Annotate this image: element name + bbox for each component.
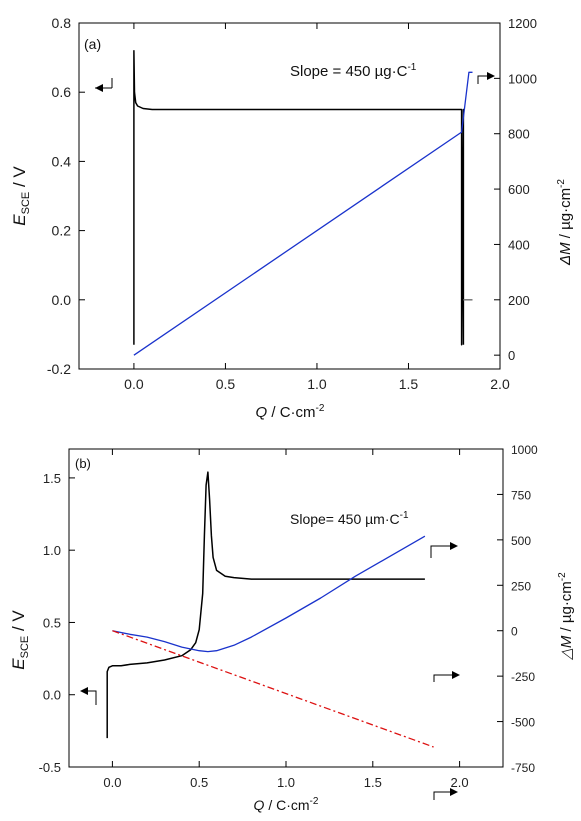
panel-b: (b) 0.0 0.5 1.0 1.5 2.0 -0.5 0.0 0.5 1.0 1.5 -750 -…: [9, 443, 575, 813]
ticks-a: 0.0 0.5 1.0 1.5 2.0 -0.2 0.0 0.2 0.4 0.6 0.8 0 200 40…: [47, 15, 537, 392]
y-right-tick-label-b: -500: [511, 716, 535, 730]
series-a: [133, 49, 473, 356]
x-axis-title-sup-a: -2: [316, 403, 325, 414]
right-axis-arrow-a: [477, 75, 490, 84]
y-left-title-rest-b: / V: [9, 610, 28, 636]
x-axis-title-b: Q / C·cm-2: [254, 796, 319, 813]
x-axis-title-rest-b: / C·cm: [264, 797, 309, 813]
left-axis-arrow-b: [82, 690, 97, 705]
y-left-title-rest-a: / V: [10, 166, 29, 192]
y-left-title-sub-a: SCE: [20, 192, 32, 215]
right-axis-arrowhead-b-bottom: [450, 788, 458, 796]
y-right-tick-label-a: 400: [508, 237, 530, 252]
slope-annotation-b: Slope= 450 µm·C-1: [290, 510, 409, 527]
left-axis-arrow-a: [95, 78, 113, 89]
y-left-axis-title-b: ESCE / V: [9, 610, 31, 670]
x-axis-title-rest-a: / C·cm: [267, 404, 315, 421]
y-right-tick-label-b: 500: [511, 534, 531, 548]
x-axis-title-a: Q / C·cm-2: [256, 403, 325, 421]
slope-annotation-a: Slope = 450 µg·C-1: [290, 62, 417, 80]
y-left-tick-label-a: 0.2: [52, 223, 72, 239]
plot-frame-a: [78, 22, 501, 370]
y-right-tick-label-b: 250: [511, 579, 531, 593]
left-axis-arrowhead-a: [95, 84, 103, 92]
right-axis-arrow-b-bottom: [433, 791, 452, 800]
panel-label-b: (b): [75, 456, 91, 471]
x-tick-label-b: 2.0: [451, 775, 469, 790]
y-left-tick-label-b: 1.5: [43, 471, 61, 486]
x-tick-label-a: 0.5: [216, 376, 236, 392]
plot-frame-b: [68, 448, 504, 768]
x-axis-title-sup-b: -2: [310, 796, 319, 807]
y-right-title-main-b: △M: [558, 635, 575, 661]
y-left-tick-label-b: 0.0: [43, 688, 61, 703]
series-b: [106, 471, 434, 748]
panel-label-a: (a): [84, 36, 101, 52]
x-tick-label-b: 0.0: [103, 775, 121, 790]
slope-sup-a: -1: [407, 62, 416, 73]
left-axis-arrowhead-b: [80, 687, 88, 695]
slope-text-b: Slope= 450 µm·C: [290, 511, 400, 527]
y-right-title-rest-a: / µg·cm: [557, 188, 574, 242]
x-tick-label-a: 1.0: [307, 376, 327, 392]
x-tick-label-a: 2.0: [490, 376, 510, 392]
y-right-tick-label-b: 750: [511, 488, 531, 502]
series-line-a-0: [133, 49, 465, 346]
y-right-title-rest-b: / µg·cm: [558, 581, 575, 635]
y-left-tick-label-a: 0.8: [52, 15, 72, 31]
x-tick-label-b: 0.5: [190, 775, 208, 790]
right-axis-arrowhead-a: [487, 72, 495, 80]
x-tick-label-a: 1.5: [399, 376, 419, 392]
y-right-tick-label-a: 1000: [508, 71, 537, 86]
y-left-tick-label-b: 0.5: [43, 615, 61, 630]
slope-sup-b: -1: [400, 510, 409, 521]
right-axis-arrow-b-upper: [430, 545, 452, 558]
y-left-title-main-b: E: [9, 658, 28, 670]
right-axis-arrowhead-b-lower: [452, 671, 460, 679]
ticks-b: 0.0 0.5 1.0 1.5 2.0 -0.5 0.0 0.5 1.0 1.5 -750 -500 -…: [39, 443, 538, 790]
y-left-title-sub-b: SCE: [19, 636, 31, 659]
y-right-tick-label-b: -750: [511, 761, 535, 775]
y-left-axis-title-a: ESCE / V: [10, 166, 32, 226]
series-line-b-2: [112, 630, 434, 748]
y-left-tick-label-a: -0.2: [47, 361, 71, 377]
y-right-tick-label-b: 1000: [511, 443, 538, 457]
right-axis-arrowhead-b-upper: [450, 542, 458, 550]
y-left-title-main-a: E: [10, 214, 29, 226]
y-right-title-main-a: ΔM: [557, 242, 574, 266]
series-line-a-1: [133, 71, 473, 356]
right-axis-arrow-b-lower: [433, 674, 454, 682]
series-line-b-0: [106, 471, 425, 739]
y-right-tick-label-b: -250: [511, 670, 535, 684]
x-tick-label-b: 1.0: [277, 775, 295, 790]
y-left-tick-label-b: -0.5: [39, 760, 61, 775]
y-right-tick-label-a: 0: [508, 348, 515, 363]
y-right-tick-label-a: 1200: [508, 16, 537, 31]
x-tick-label-a: 0.0: [124, 376, 144, 392]
y-right-axis-title-a: ΔM / µg·cm-2: [556, 179, 574, 266]
x-axis-title-main-a: Q: [256, 404, 268, 421]
y-right-tick-label-a: 600: [508, 182, 530, 197]
y-left-tick-label-a: 0.6: [52, 84, 72, 100]
y-left-tick-label-b: 1.0: [43, 543, 61, 558]
slope-text-a: Slope = 450 µg·C: [290, 63, 408, 80]
y-right-tick-label-b: 0: [511, 625, 518, 639]
y-left-tick-label-a: 0.4: [52, 153, 72, 169]
x-tick-label-b: 1.5: [364, 775, 382, 790]
y-right-title-sup-b: -2: [557, 572, 568, 581]
x-axis-title-main-b: Q: [254, 797, 265, 813]
y-right-title-sup-a: -2: [556, 179, 567, 188]
y-left-tick-label-a: 0.0: [52, 292, 72, 308]
y-right-tick-label-a: 200: [508, 293, 530, 308]
y-right-axis-title-b: △M / µg·cm-2: [557, 572, 575, 661]
series-line-b-1: [112, 535, 426, 653]
panel-a: (a) 0.0 0.5 1.0 1.5 2.0 -0.2 0.0 0.2 0.4 0.6 0.8 0 2…: [10, 15, 574, 421]
y-right-tick-label-a: 800: [508, 127, 530, 142]
